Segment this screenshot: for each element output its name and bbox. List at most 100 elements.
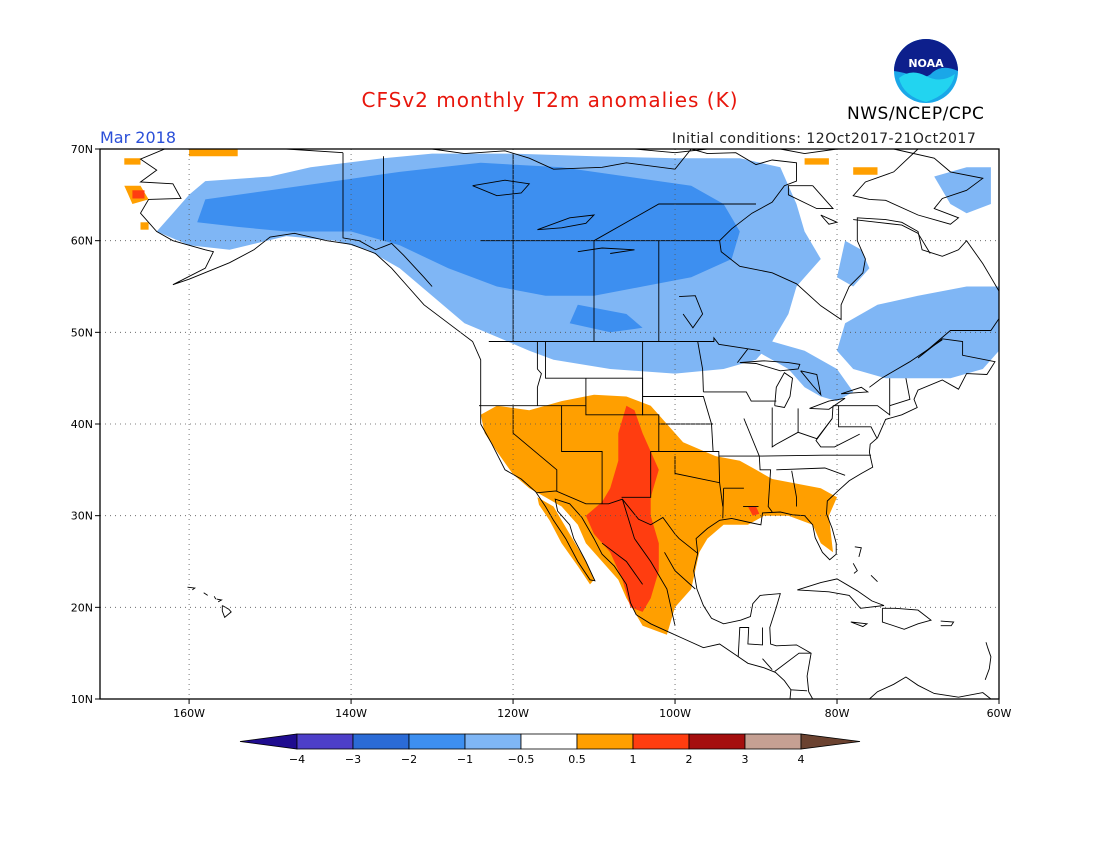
coastline-segment [833,405,878,439]
coastline-segment [797,578,885,609]
anomaly-cell [934,167,991,214]
colorbar-label: −2 [401,753,417,766]
coastline-segment [536,341,542,406]
coastline-segment [771,405,834,448]
colorbar-label: −0.5 [508,753,535,766]
coastline-segment [820,214,839,225]
coastline-segment [774,652,812,672]
anomaly-cell [853,167,878,175]
coastline-segment [780,148,878,155]
forecast-month: Mar 2018 [100,128,176,147]
coastline-segment [216,598,223,603]
latitude-labels: 70N 60N 50N 40N 30N 20N 10N [71,143,100,706]
coastline-segment [870,574,878,583]
coastline-segment [881,607,932,630]
coastline-segment [697,341,704,392]
coastline-segment [561,405,603,504]
coastline-segment [840,386,870,395]
anomaly-cell [197,162,740,296]
coastline-segment [213,596,217,600]
colorbar-label: 0.5 [568,753,586,766]
anomaly-cell [132,190,145,199]
coastline-segment [187,586,196,591]
coastline-segment [664,552,696,590]
noaa-logo-icon: NOAA [894,39,958,103]
lat-label: 50N [71,326,93,339]
anomaly-cell [699,332,854,402]
coastline-segment [679,295,704,329]
lat-label: 40N [71,418,93,431]
anomaly-cell [140,222,149,230]
lon-label: 140W [335,707,367,720]
coastline-segment [852,148,984,225]
colorbar-label: 4 [798,753,805,766]
coastline-segment [545,341,586,379]
coastline-segment [221,605,232,619]
coastline-segment [737,348,749,363]
coastline-segment [857,676,992,700]
coastline-segment [703,391,777,402]
colorbar-swatch [296,733,354,750]
coastline-segment [621,499,676,626]
anomaly-cell [837,240,870,287]
anomaly-cell [772,488,813,516]
logo-text: NOAA [908,57,944,70]
coastline-segment [852,563,858,574]
coastline-segment [342,152,433,287]
anomaly-cell [124,158,141,165]
coastline-segment [472,179,531,197]
coastline-segment [787,185,835,210]
coastline-segment [432,148,1000,700]
lon-label: 80W [825,707,850,720]
agency-label: NWS/NCEP/CPC [847,104,985,124]
coastline-segment [488,336,761,352]
coastline-segment [642,396,721,483]
colorbar-swatch [576,733,634,750]
colorbar-swatch [352,733,410,750]
coastline-segment [762,658,773,670]
coastline-segment [791,470,797,507]
graticule [100,149,999,699]
colorbar-swatch [632,733,690,750]
coastline-segment [743,418,773,513]
coastline-segment [869,339,943,388]
coastline-segment [776,467,846,476]
coastline-segment [853,219,931,254]
coastline-segment [850,621,869,628]
lat-label: 10N [71,693,93,706]
anomaly-cell [569,304,643,333]
colorbar: −4 −3 −2 −1 −0.5 0.5 1 2 3 4 [239,733,861,766]
colorbar-swatch [520,733,578,750]
anomaly-cells [124,149,999,635]
anomaly-cell [537,497,594,585]
lat-label: 70N [71,143,93,156]
anomaly-cell [585,405,659,612]
coastline-segment [757,454,871,457]
chart-title: CFSv2 monthly T2m anomalies (K) [361,88,739,112]
coastline-segment [838,378,891,416]
coastline-segment [203,592,208,596]
coastline-segment [800,370,822,397]
coastline-segment [737,627,763,657]
coastline-segment [593,203,756,242]
lon-label: 100W [659,707,691,720]
coastline-segment [537,214,596,231]
lat-label: 60N [71,235,93,248]
colorbar-high-arrow [800,733,861,750]
anomaly-cell [189,149,238,157]
anomaly-cell [480,394,837,635]
coastline-segment [601,542,643,585]
coastline-segment [139,148,792,700]
colorbar-swatch [408,733,466,750]
colorbar-label: −1 [457,753,473,766]
initial-conditions: Initial conditions: 12Oct2017-21Oct2017 [672,131,977,147]
longitude-labels: 160W 140W 120W 100W 80W 60W [173,699,1012,720]
coastline-segment [940,620,955,627]
lon-label: 160W [173,707,205,720]
colorbar-label: 1 [630,753,637,766]
colorbar-label: −3 [345,753,361,766]
colorbar-label: −4 [289,753,305,766]
coastline-segment [790,689,808,692]
anomaly-cell [804,158,829,165]
anomaly-cell [837,286,999,379]
